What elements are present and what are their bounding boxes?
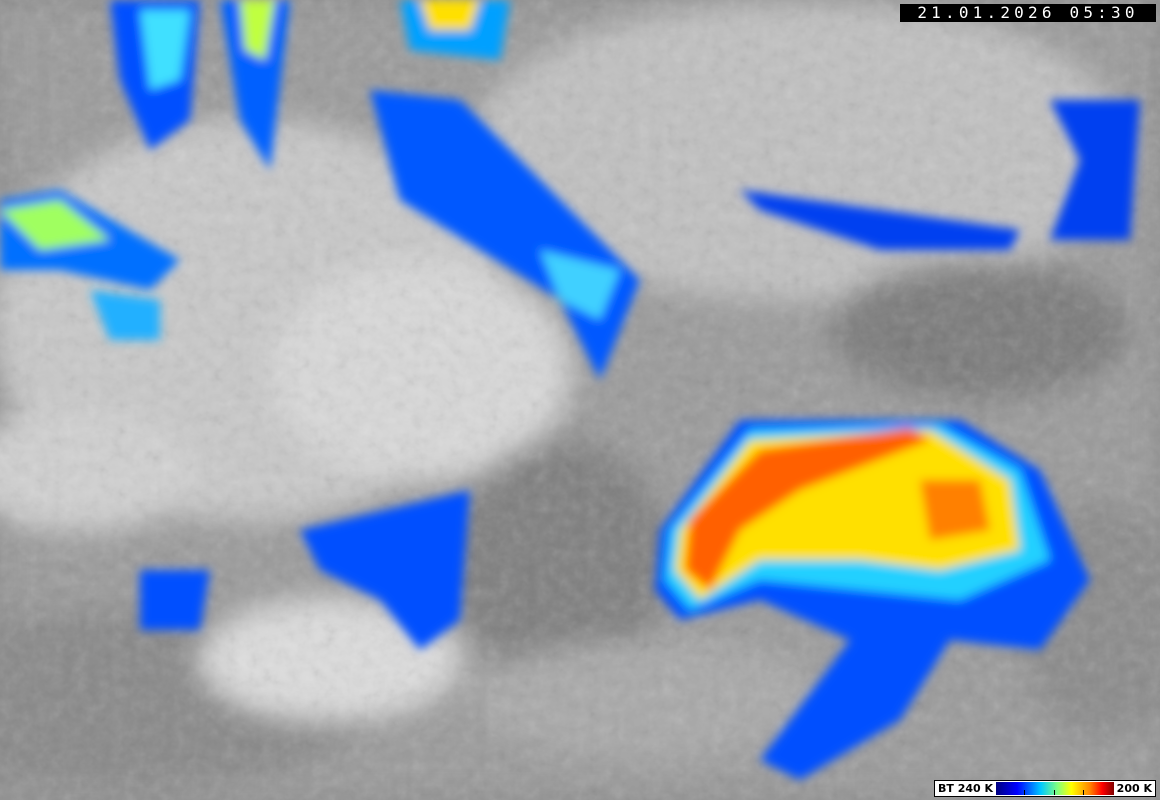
cold-cloud-tops (0, 0, 1140, 780)
legend-right-label: 200 K (1116, 782, 1152, 795)
legend-tick (1053, 790, 1055, 795)
legend-left-label: BT 240 K (938, 782, 994, 795)
color-scale-legend: BT 240 K 200 K (934, 780, 1156, 797)
color-scale-bar (996, 782, 1114, 795)
legend-tick (1024, 790, 1026, 795)
legend-tick (1083, 790, 1085, 795)
timestamp: 21.01.2026 05:30 (900, 4, 1156, 22)
